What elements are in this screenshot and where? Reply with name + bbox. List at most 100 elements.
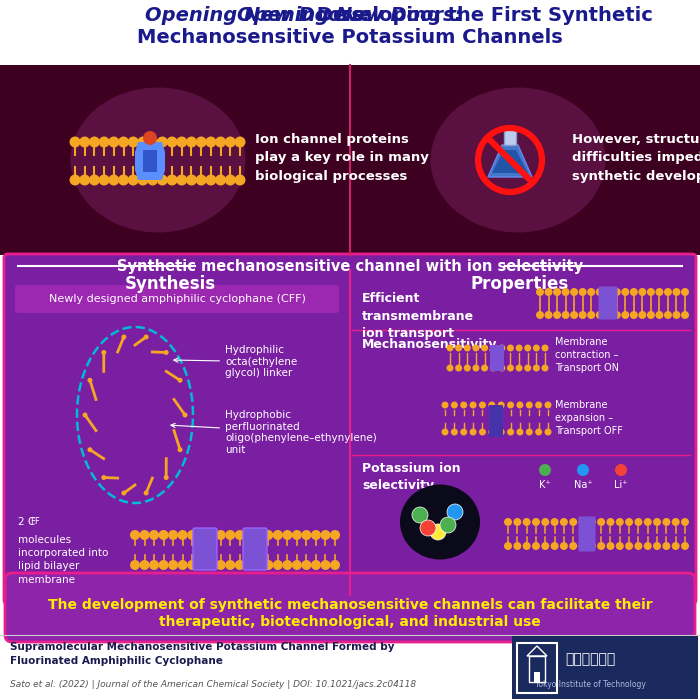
Circle shape [234, 174, 246, 186]
Circle shape [442, 428, 449, 435]
Circle shape [167, 174, 178, 186]
Circle shape [215, 174, 226, 186]
Circle shape [451, 428, 458, 435]
Bar [0, 0, 700, 65]
Circle shape [541, 542, 550, 550]
Circle shape [139, 560, 150, 570]
Bar [504, 127, 516, 145]
Circle shape [137, 174, 148, 186]
Circle shape [532, 518, 540, 526]
Circle shape [536, 311, 544, 319]
Circle shape [490, 344, 497, 351]
Circle shape [168, 530, 178, 540]
Circle shape [498, 402, 505, 409]
Circle shape [205, 174, 216, 186]
Circle shape [672, 542, 680, 550]
Circle shape [164, 350, 169, 355]
Circle shape [196, 136, 206, 148]
Circle shape [513, 518, 522, 526]
Circle shape [545, 428, 552, 435]
Circle shape [447, 344, 454, 351]
Circle shape [89, 136, 100, 148]
Circle shape [83, 412, 88, 417]
Circle shape [206, 560, 216, 570]
Circle shape [616, 518, 624, 526]
Polygon shape [492, 150, 528, 173]
Circle shape [144, 491, 148, 496]
Circle shape [225, 530, 235, 540]
Text: Na⁺: Na⁺ [574, 480, 592, 490]
Circle shape [662, 542, 671, 550]
Circle shape [507, 428, 514, 435]
Circle shape [570, 288, 578, 296]
Circle shape [168, 560, 178, 570]
Circle shape [634, 542, 643, 550]
Circle shape [569, 542, 577, 550]
Text: Synthesis: Synthesis [125, 275, 216, 293]
Circle shape [412, 507, 428, 523]
Circle shape [481, 344, 488, 351]
Text: Membrane
expansion –
Transport OFF: Membrane expansion – Transport OFF [555, 400, 623, 436]
Circle shape [470, 402, 477, 409]
Circle shape [625, 518, 633, 526]
Circle shape [88, 378, 92, 383]
Circle shape [560, 518, 568, 526]
Ellipse shape [400, 484, 480, 559]
Circle shape [455, 365, 462, 372]
Circle shape [137, 136, 148, 148]
Circle shape [159, 560, 169, 570]
Circle shape [638, 288, 646, 296]
Circle shape [447, 365, 454, 372]
Circle shape [244, 560, 254, 570]
Polygon shape [135, 142, 165, 180]
Circle shape [630, 311, 638, 319]
Circle shape [507, 365, 514, 372]
FancyBboxPatch shape [4, 254, 696, 604]
Text: Opening New Doors:: Opening New Doors: [237, 6, 463, 25]
Circle shape [498, 344, 505, 351]
Circle shape [311, 530, 321, 540]
Circle shape [578, 542, 587, 550]
Text: Opening New Doors:: Opening New Doors: [145, 6, 370, 25]
FancyBboxPatch shape [15, 285, 339, 313]
Text: Li⁺: Li⁺ [615, 480, 628, 490]
Circle shape [187, 530, 197, 540]
Circle shape [321, 530, 330, 540]
Circle shape [302, 560, 312, 570]
Circle shape [121, 491, 127, 496]
Circle shape [498, 365, 505, 372]
FancyBboxPatch shape [489, 405, 503, 437]
Text: FF: FF [30, 517, 40, 526]
Text: therapeutic, biotechnological, and industrial use: therapeutic, biotechnological, and indus… [159, 615, 541, 629]
Text: Potassium ion
selectivity: Potassium ion selectivity [362, 462, 461, 493]
Circle shape [186, 174, 197, 186]
Circle shape [681, 542, 689, 550]
Circle shape [532, 542, 540, 550]
Circle shape [164, 475, 169, 480]
Circle shape [569, 518, 577, 526]
Circle shape [545, 288, 552, 296]
Circle shape [225, 136, 236, 148]
Circle shape [664, 311, 672, 319]
Circle shape [596, 311, 603, 319]
Circle shape [533, 365, 540, 372]
Circle shape [553, 311, 561, 319]
Circle shape [102, 475, 106, 480]
Circle shape [149, 530, 159, 540]
Circle shape [513, 542, 522, 550]
Circle shape [597, 518, 606, 526]
Text: Supramolecular Mechanosensitive Potassium Channel Formed by: Supramolecular Mechanosensitive Potassiu… [10, 642, 395, 652]
Circle shape [159, 530, 169, 540]
Circle shape [430, 524, 446, 540]
Circle shape [539, 464, 551, 476]
Circle shape [587, 288, 595, 296]
Circle shape [225, 560, 235, 570]
Circle shape [292, 530, 302, 540]
Text: Mechanosensitive Potassium Channels: Mechanosensitive Potassium Channels [137, 28, 563, 47]
Circle shape [440, 517, 456, 533]
Circle shape [139, 530, 150, 540]
Circle shape [604, 311, 612, 319]
Circle shape [655, 311, 664, 319]
Circle shape [526, 402, 533, 409]
Circle shape [215, 136, 226, 148]
